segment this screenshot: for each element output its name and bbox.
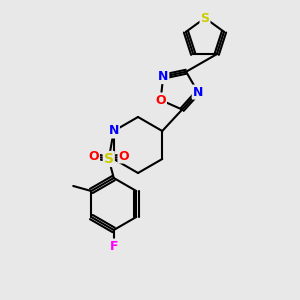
Text: O: O [88,149,99,163]
Text: O: O [118,149,129,163]
Text: N: N [109,124,119,137]
Text: N: N [193,85,203,99]
Text: O: O [155,94,166,106]
Text: N: N [158,70,168,83]
Text: F: F [110,239,118,253]
Text: S: S [200,11,209,25]
Text: S: S [104,152,114,166]
